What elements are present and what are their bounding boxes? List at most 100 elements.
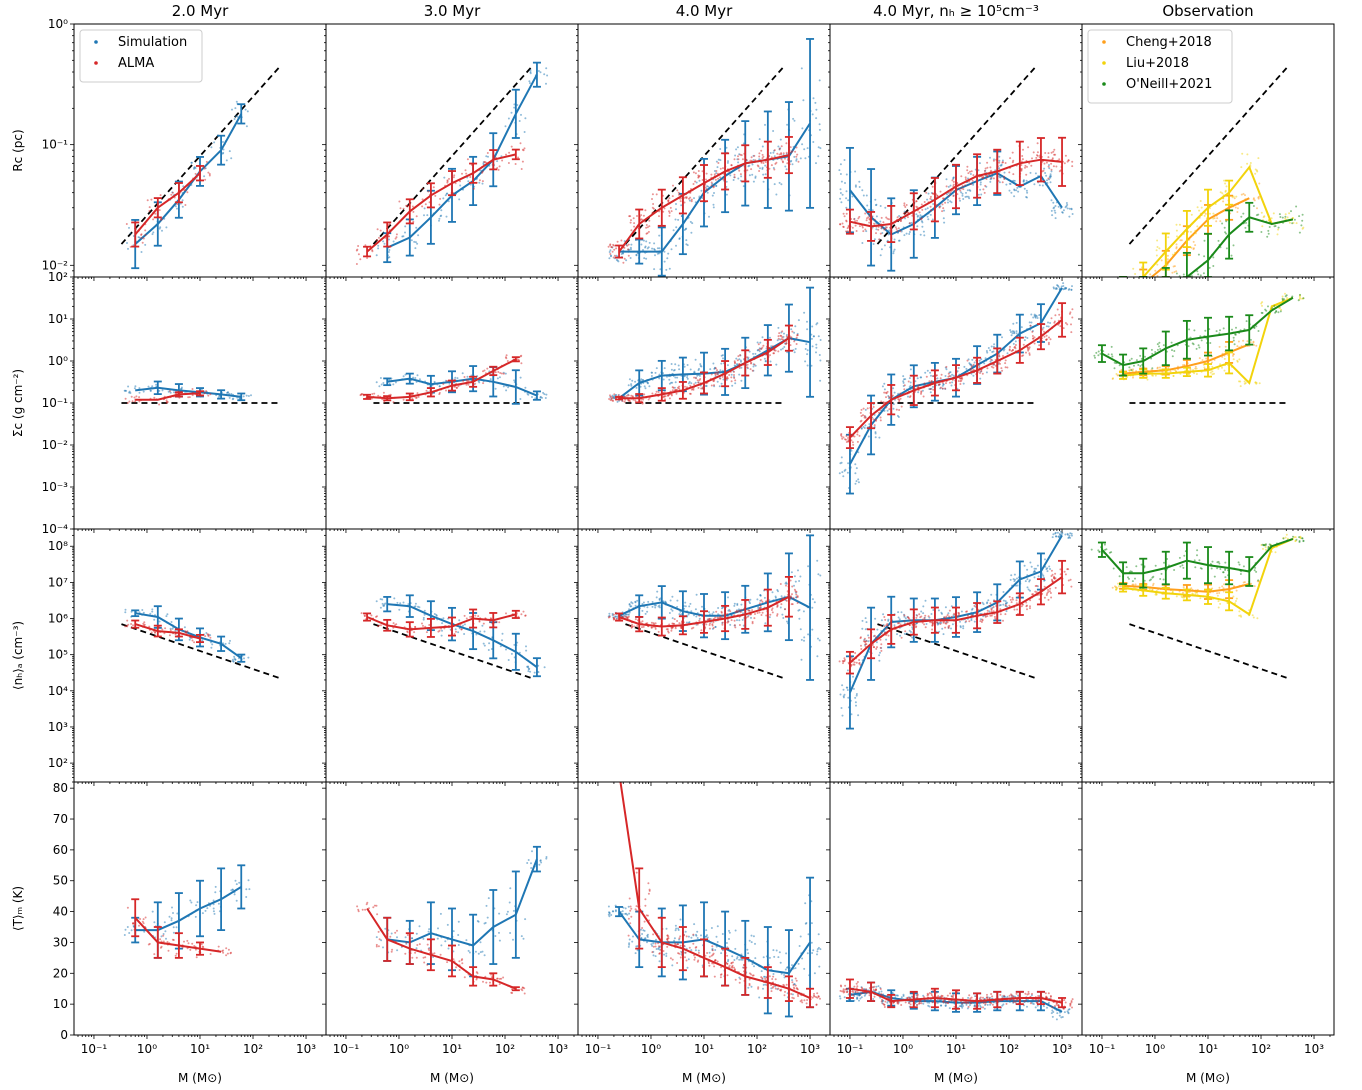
- scatter-point: [613, 396, 616, 399]
- scatter-point: [704, 186, 707, 189]
- scatter-point: [524, 386, 527, 389]
- scatter-point: [984, 357, 987, 360]
- scatter-point: [922, 395, 925, 398]
- median-line: [135, 612, 242, 660]
- scatter-point: [725, 378, 728, 381]
- scatter-point: [1001, 159, 1004, 162]
- scatter-point: [725, 180, 728, 183]
- scatter-point: [415, 215, 418, 218]
- scatter-point: [694, 180, 697, 183]
- scatter-point: [868, 221, 871, 224]
- scatter-point: [630, 383, 633, 386]
- scatter-point: [990, 358, 993, 361]
- scatter-point: [843, 215, 846, 218]
- scatter-point: [1026, 196, 1028, 199]
- scatter-point: [245, 394, 248, 397]
- scatter-point: [868, 423, 871, 426]
- scatter-point: [1053, 209, 1056, 212]
- scatter-point: [716, 369, 718, 372]
- scatter-point: [819, 359, 822, 362]
- scatter-point: [932, 375, 934, 378]
- scatter-point: [856, 433, 859, 436]
- scatter-point: [201, 639, 204, 642]
- scatter-point: [714, 178, 717, 181]
- column-title-1: 2.0 Myr: [172, 2, 229, 20]
- scatter-point: [952, 183, 955, 186]
- scatter-point: [707, 185, 710, 188]
- scatter-point: [629, 400, 632, 403]
- scatter-point: [375, 254, 378, 257]
- scatter-point: [845, 230, 848, 233]
- scatter-point: [841, 193, 844, 196]
- scatter-point: [935, 374, 938, 377]
- scatter-point: [1272, 212, 1275, 215]
- plot-area: [120, 65, 282, 270]
- scatter-point: [990, 365, 993, 368]
- scatter-point: [388, 223, 391, 226]
- scatter-point: [812, 141, 815, 143]
- scatter-point: [738, 367, 741, 369]
- scatter-point: [777, 337, 780, 340]
- scatter-point: [678, 193, 680, 196]
- scatter-point: [770, 164, 773, 167]
- scatter-point: [1043, 167, 1046, 170]
- scatter-point: [922, 230, 925, 233]
- scatter-point: [1033, 314, 1036, 317]
- scatter-point: [845, 212, 848, 215]
- scatter-point: [228, 150, 231, 153]
- scatter-point: [235, 100, 238, 103]
- scatter-point: [1032, 151, 1035, 154]
- scatter-point: [138, 236, 141, 239]
- scatter-point: [148, 625, 151, 628]
- scatter-point: [780, 152, 783, 155]
- scatter-point: [818, 123, 821, 126]
- scatter-point: [959, 189, 962, 192]
- scatter-point: [1288, 221, 1291, 224]
- scatter-point: [658, 215, 660, 218]
- scatter-point: [392, 240, 395, 243]
- scatter-point: [520, 168, 523, 170]
- scatter-point: [1156, 239, 1159, 242]
- scatter-point: [229, 639, 231, 642]
- scatter-point: [1197, 344, 1200, 347]
- scatter-point: [1028, 353, 1031, 356]
- scatter-point: [1012, 173, 1015, 176]
- scatter-point: [1128, 369, 1131, 372]
- scatter-point: [1029, 171, 1032, 174]
- scatter-point: [204, 635, 207, 638]
- scatter-point: [851, 226, 854, 229]
- scatter-point: [880, 400, 883, 403]
- scatter-point: [1005, 183, 1008, 186]
- scatter-point: [789, 146, 792, 149]
- scatter-point: [909, 381, 912, 384]
- scatter-point: [1045, 325, 1048, 328]
- scatter-point: [815, 346, 818, 349]
- scatter-point: [174, 205, 177, 208]
- scatter-point: [1223, 357, 1226, 360]
- scatter-point: [612, 243, 615, 246]
- scatter-point: [500, 372, 503, 375]
- scatter-point: [729, 174, 732, 177]
- scatter-point: [543, 73, 546, 76]
- panel-r2-c4: [826, 276, 1083, 533]
- scatter-point: [879, 220, 882, 223]
- scatter-point: [777, 350, 780, 353]
- scatter-point: [645, 240, 648, 243]
- scatter-point: [1057, 285, 1060, 288]
- scatter-point: [675, 203, 677, 205]
- scatter-point: [930, 374, 932, 377]
- scatter-point: [730, 373, 733, 376]
- scatter-point: [453, 174, 456, 177]
- scatter-point: [806, 328, 809, 331]
- scatter-point: [793, 331, 796, 334]
- scatter-point: [519, 376, 522, 379]
- scatter-point: [1067, 159, 1070, 162]
- scatter-point: [811, 325, 814, 328]
- scatter-point: [1020, 168, 1023, 171]
- plot-area: [838, 282, 1074, 495]
- scatter-point: [1235, 326, 1237, 329]
- scatter-point: [1054, 205, 1057, 207]
- scatter-point: [931, 218, 934, 221]
- scatter-point: [629, 246, 632, 249]
- scatter-point: [719, 176, 722, 179]
